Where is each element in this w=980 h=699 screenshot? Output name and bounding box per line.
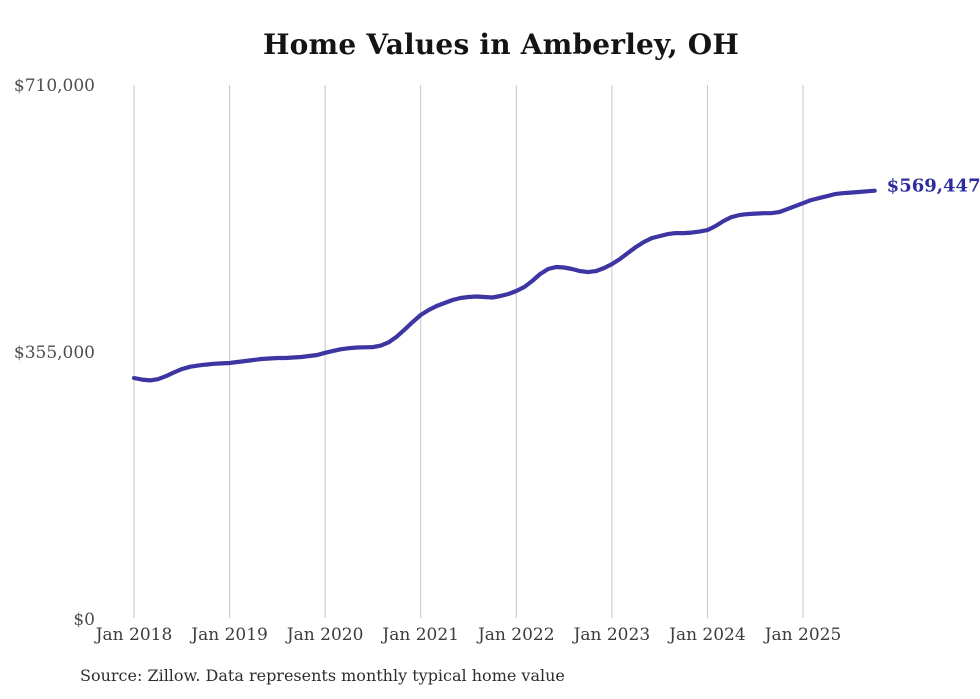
x-tick-label: Jan 2021 — [380, 625, 459, 645]
y-tick-label: $0 — [73, 610, 95, 630]
y-tick-label: $710,000 — [14, 76, 95, 96]
home-value-line — [131, 188, 877, 383]
x-tick-label: Jan 2020 — [285, 625, 364, 645]
x-tick-label: Jan 2024 — [667, 625, 746, 645]
x-tick-label: Jan 2023 — [572, 625, 651, 645]
x-tick-label: Jan 2019 — [189, 625, 268, 645]
latest-value-label: $569,447 — [887, 176, 980, 197]
x-tick-label: Jan 2022 — [476, 625, 555, 645]
x-tick-label: Jan 2018 — [94, 625, 173, 645]
x-tick-label: Jan 2025 — [763, 625, 842, 645]
chart-title: Home Values in Amberley, OH — [263, 28, 739, 61]
y-tick-label: $355,000 — [14, 343, 95, 363]
source-note: Source: Zillow. Data represents monthly … — [80, 666, 565, 685]
